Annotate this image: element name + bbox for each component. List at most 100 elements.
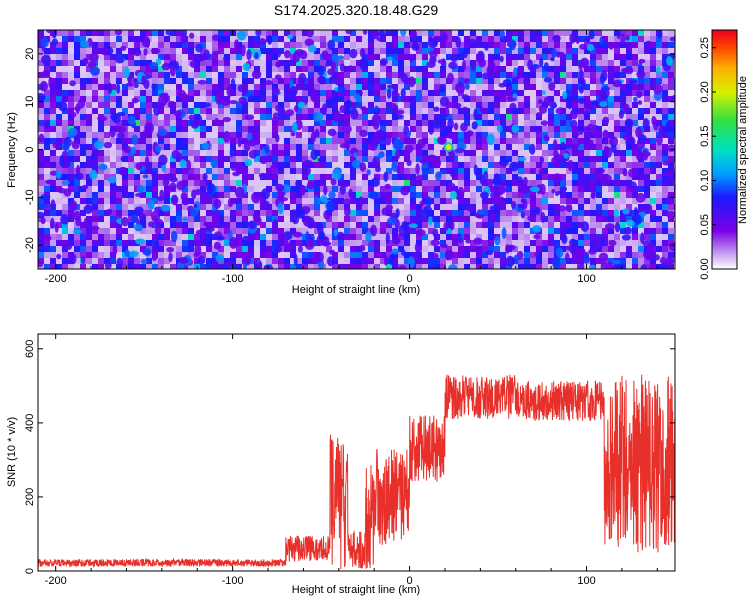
heatmap-cell xyxy=(242,126,248,132)
heatmap-cell xyxy=(368,132,374,138)
heatmap-cell xyxy=(566,222,572,228)
heatmap-cell xyxy=(524,138,530,144)
heatmap-cell xyxy=(320,30,326,36)
heatmap-cell xyxy=(68,234,74,240)
heatmap-cell xyxy=(200,156,206,162)
heatmap-cell xyxy=(398,204,404,210)
heatmap-cell xyxy=(110,186,116,192)
heatmap-cell xyxy=(536,258,542,264)
heatmap-cell xyxy=(188,192,194,198)
heatmap-cell xyxy=(596,78,602,84)
heatmap-cell xyxy=(236,228,242,234)
heatmap-cell xyxy=(530,30,536,36)
heatmap-cell xyxy=(380,258,386,264)
heatmap-cell xyxy=(452,48,458,54)
heatmap-cell xyxy=(380,162,386,168)
heatmap-cell xyxy=(152,36,158,42)
heatmap-blob xyxy=(144,75,151,79)
heatmap-cell xyxy=(272,234,278,240)
heatmap-blob xyxy=(432,228,439,238)
heatmap-cell xyxy=(638,222,644,228)
heatmap-cell xyxy=(218,204,224,210)
heatmap-cell xyxy=(464,198,470,204)
heatmap-cell xyxy=(98,54,104,60)
heatmap-cell xyxy=(662,168,668,174)
heatmap-cell xyxy=(470,186,476,192)
heatmap-cell xyxy=(146,90,152,96)
heatmap-cell xyxy=(638,96,644,102)
heatmap-cell xyxy=(416,120,422,126)
heatmap-cell xyxy=(560,66,566,72)
heatmap-cell xyxy=(68,72,74,78)
heatmap-cell xyxy=(632,114,638,120)
heatmap-blob xyxy=(143,79,150,90)
heatmap-cell xyxy=(332,150,338,156)
heatmap-cell xyxy=(92,42,98,48)
heatmap-cell xyxy=(200,162,206,168)
heatmap-cell xyxy=(452,84,458,90)
heatmap-blob xyxy=(577,260,585,269)
heatmap-cell xyxy=(110,258,116,264)
heatmap-cell xyxy=(440,234,446,240)
heatmap-cell xyxy=(458,36,464,42)
heatmap-cell xyxy=(110,54,116,60)
heatmap-blob xyxy=(510,200,517,209)
heatmap-cell xyxy=(284,150,290,156)
heatmap-cell xyxy=(218,156,224,162)
heatmap-blob xyxy=(205,227,215,232)
heatmap-cell xyxy=(356,168,362,174)
heatmap-cell xyxy=(554,96,560,102)
heatmap-cell xyxy=(482,144,488,150)
heatmap-cell xyxy=(542,84,548,90)
heatmap-cell xyxy=(422,192,428,198)
heatmap-cell xyxy=(194,258,200,264)
heatmap-cell xyxy=(404,234,410,240)
heatmap-cell xyxy=(230,252,236,258)
heatmap-cell xyxy=(146,144,152,150)
heatmap-cell xyxy=(218,78,224,84)
heatmap-cell xyxy=(506,168,512,174)
heatmap-cell xyxy=(314,210,320,216)
heatmap-cell xyxy=(560,48,566,54)
heatmap-cell xyxy=(470,126,476,132)
heatmap-cell xyxy=(116,150,122,156)
heatmap-blob xyxy=(337,86,346,94)
heatmap-blob xyxy=(264,144,270,154)
heatmap-cell xyxy=(416,66,422,72)
heatmap-cell xyxy=(62,114,68,120)
heatmap-cell xyxy=(482,162,488,168)
heatmap-cell xyxy=(146,162,152,168)
heatmap-cell xyxy=(326,138,332,144)
heatmap-cell xyxy=(542,114,548,120)
heatmap-blob xyxy=(392,238,401,245)
heatmap-cell xyxy=(398,120,404,126)
heatmap-cell xyxy=(62,156,68,162)
heatmap-blob xyxy=(571,137,581,149)
heatmap-cell xyxy=(470,216,476,222)
heatmap-cell xyxy=(524,126,530,132)
heatmap-cell xyxy=(488,246,494,252)
heatmap-cell xyxy=(434,60,440,66)
heatmap-cell xyxy=(326,36,332,42)
heatmap-cell xyxy=(212,180,218,186)
heatmap-cell xyxy=(590,222,596,228)
heatmap-cell xyxy=(326,78,332,84)
heatmap-cell xyxy=(548,162,554,168)
heatmap-cell xyxy=(560,156,566,162)
heatmap-cell xyxy=(368,204,374,210)
heatmap-cell xyxy=(158,144,164,150)
heatmap-cell xyxy=(86,102,92,108)
heatmap-cell xyxy=(644,90,650,96)
heatmap-cell xyxy=(452,114,458,120)
heatmap-cell xyxy=(290,144,296,150)
heatmap-cell xyxy=(176,204,182,210)
heatmap-cell xyxy=(614,180,620,186)
heatmap-cell xyxy=(302,126,308,132)
heatmap-cell xyxy=(398,234,404,240)
heatmap-cell xyxy=(176,216,182,222)
heatmap-cell xyxy=(308,264,314,269)
heatmap-blob xyxy=(651,115,657,126)
heatmap-cell xyxy=(56,108,62,114)
heatmap-cell xyxy=(338,222,344,228)
heatmap-cell xyxy=(254,180,260,186)
